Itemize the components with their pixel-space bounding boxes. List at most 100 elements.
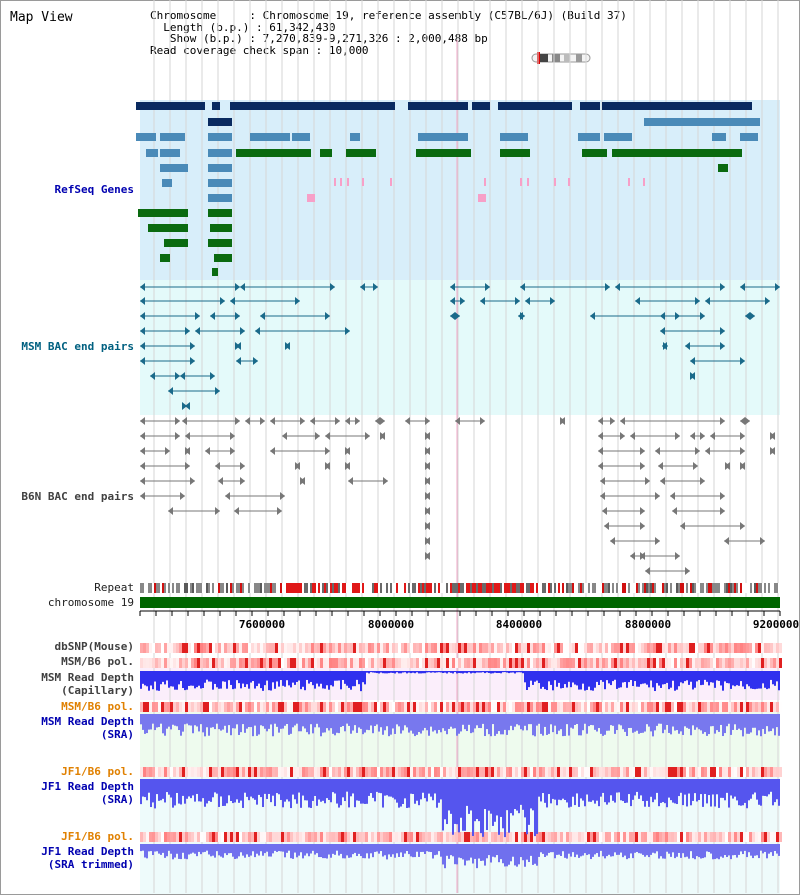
bac-end-marker [260, 312, 265, 320]
polymorphism-cell [677, 767, 680, 777]
read-depth-bar [622, 779, 624, 802]
polymorphism-cell [362, 658, 365, 668]
polymorphism-cell [206, 658, 209, 668]
repeat-segment [556, 583, 558, 593]
read-depth-bar [166, 779, 168, 793]
read-depth-bar [468, 714, 470, 725]
read-depth-bar [152, 714, 154, 724]
read-depth-bar [688, 671, 690, 685]
read-depth-bar [774, 714, 776, 736]
polymorphism-cell [704, 832, 707, 842]
read-depth-bar [282, 671, 284, 686]
bac-end-marker [693, 462, 698, 470]
read-depth-bar [224, 714, 226, 726]
read-depth-bar [188, 779, 190, 797]
read-depth-bar [434, 779, 436, 794]
read-depth-bar [750, 671, 752, 689]
read-depth-bar [562, 844, 564, 852]
bac-end-marker [425, 522, 430, 530]
read-depth-bar [272, 844, 274, 854]
read-depth-bar [212, 671, 214, 690]
polymorphism-cell [170, 767, 173, 777]
repeat-segment [614, 583, 616, 593]
read-depth-bar [394, 671, 396, 674]
repeat-segment [708, 583, 710, 593]
polymorphism-cell [644, 643, 647, 653]
polymorphism-cell [524, 658, 527, 668]
read-depth-bar [400, 779, 402, 807]
read-depth-bar [526, 671, 528, 691]
polymorphism-cell [545, 658, 548, 668]
gene-feature [208, 239, 232, 247]
polymorphism-cell [437, 643, 440, 653]
polymorphism-cell [677, 658, 680, 668]
polymorphism-cell [290, 643, 293, 653]
read-depth-bar [746, 714, 748, 734]
polymorphism-cell [338, 702, 341, 712]
read-depth-bar [256, 671, 258, 687]
polymorphism-cell [590, 658, 593, 668]
polymorphism-cell [596, 702, 599, 712]
read-depth-bar [482, 779, 484, 837]
polymorphism-cell [221, 658, 224, 668]
polymorphism-cell [515, 767, 518, 777]
polymorphism-cell [200, 832, 203, 842]
read-depth-bar [302, 844, 304, 859]
read-depth-bar [476, 844, 478, 869]
bac-end-marker [310, 417, 315, 425]
read-depth-bar [148, 714, 150, 730]
read-depth-bar [224, 844, 226, 854]
read-depth-bar [506, 844, 508, 867]
read-depth-bar [656, 844, 658, 852]
repeat-segment [736, 583, 738, 593]
repeat-segment [336, 583, 338, 593]
repeat-segment [518, 583, 520, 593]
polymorphism-cell [452, 832, 455, 842]
read-depth-bar [512, 844, 514, 857]
read-depth-bar [468, 844, 470, 861]
polymorphism-cell [233, 767, 236, 777]
repeat-segment [726, 583, 728, 593]
polymorphism-cell [641, 767, 644, 777]
read-depth-bar [366, 714, 368, 730]
read-depth-bar [240, 671, 242, 689]
read-depth-bar [648, 844, 650, 858]
bac-end-marker [720, 492, 725, 500]
polymorphism-cell [662, 643, 665, 653]
polymorphism-cell [200, 658, 203, 668]
bac-end-marker [455, 312, 460, 320]
read-depth-bar [564, 779, 566, 800]
bac-end-marker [640, 522, 645, 530]
polymorphism-cell [221, 702, 224, 712]
bac-end-marker [182, 417, 187, 425]
gene-feature [212, 102, 220, 110]
read-depth-bar [254, 714, 256, 726]
read-depth-bar [640, 714, 642, 733]
polymorphism-cell [356, 643, 359, 653]
polymorphism-cell [332, 767, 335, 777]
polymorphism-cell [161, 702, 164, 712]
polymorphism-cell [512, 702, 515, 712]
read-depth-bar [464, 671, 466, 673]
read-depth-bar [442, 844, 444, 865]
read-depth-bar [416, 714, 418, 735]
polymorphism-cell [485, 702, 488, 712]
read-depth-bar [284, 671, 286, 687]
read-depth-bar [220, 779, 222, 797]
gene-feature [136, 133, 156, 141]
read-depth-bar [554, 671, 556, 681]
read-depth-bar [332, 844, 334, 854]
read-depth-bar [280, 671, 282, 681]
bac-end-marker [253, 357, 258, 365]
polymorphism-cell [407, 658, 410, 668]
bac-end-marker [185, 447, 190, 455]
bac-end-marker [640, 462, 645, 470]
polymorphism-cell [626, 832, 629, 842]
bac-end-marker [525, 297, 530, 305]
read-depth-bar [444, 779, 446, 820]
repeat-segment [274, 583, 276, 593]
read-depth-bar [442, 714, 444, 729]
polymorphism-cell [716, 702, 719, 712]
polymorphism-cell [392, 658, 395, 668]
